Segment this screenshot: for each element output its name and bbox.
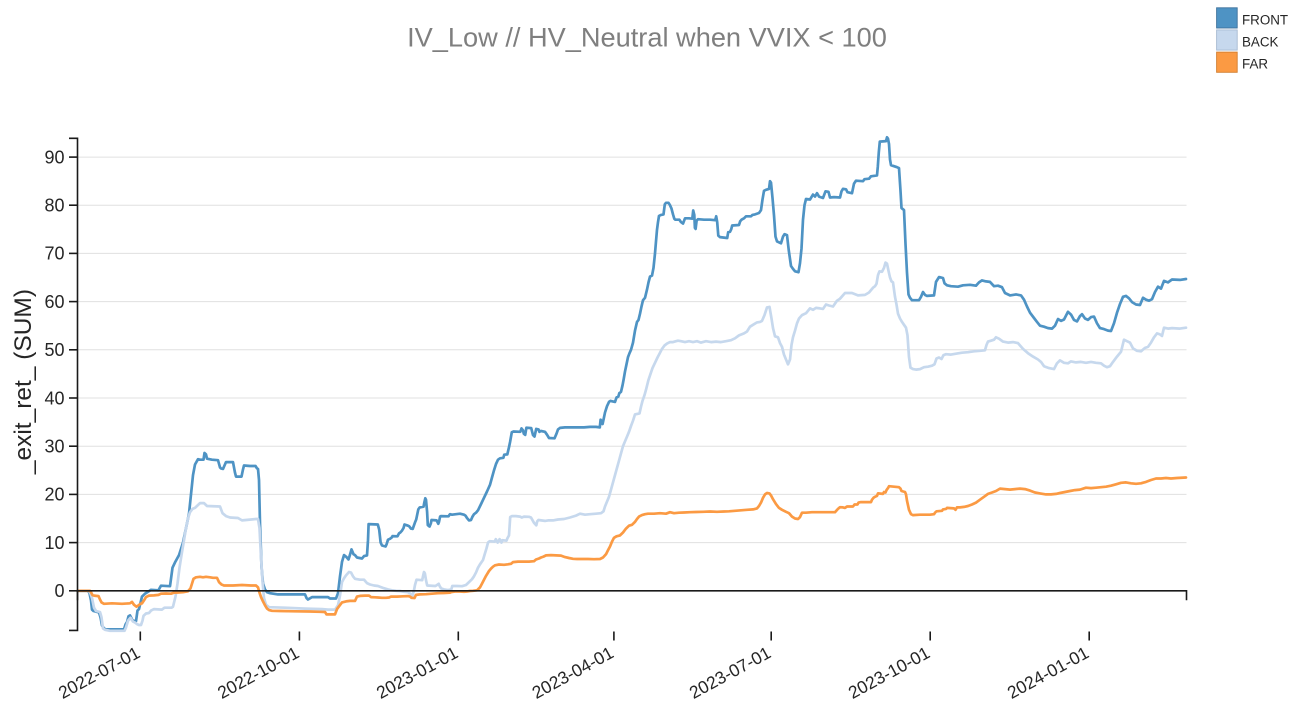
svg-text:10: 10 [44,533,64,553]
svg-text:FRONT: FRONT [1242,12,1288,27]
svg-text:IV_Low // HV_Neutral when VVIX: IV_Low // HV_Neutral when VVIX < 100 [407,22,887,53]
svg-text:40: 40 [44,388,64,408]
svg-text:2022-07-01: 2022-07-01 [55,642,143,702]
svg-text:30: 30 [44,437,64,457]
svg-text:2023-04-01: 2023-04-01 [529,642,617,702]
svg-text:_exit_ret_ (SUM): _exit_ret_ (SUM) [10,289,37,475]
svg-text:50: 50 [44,340,64,360]
svg-text:BACK: BACK [1242,35,1279,50]
svg-text:2022-10-01: 2022-10-01 [214,642,302,702]
svg-text:2024-01-01: 2024-01-01 [1004,642,1092,702]
svg-text:60: 60 [44,292,64,312]
svg-text:20: 20 [44,485,64,505]
svg-text:90: 90 [44,147,64,167]
svg-text:70: 70 [44,244,64,264]
svg-text:2023-10-01: 2023-10-01 [845,642,933,702]
svg-text:2023-07-01: 2023-07-01 [686,642,774,702]
svg-text:2023-01-01: 2023-01-01 [373,642,461,702]
svg-text:FAR: FAR [1242,57,1268,72]
svg-text:0: 0 [54,581,64,601]
svg-text:80: 80 [44,196,64,216]
